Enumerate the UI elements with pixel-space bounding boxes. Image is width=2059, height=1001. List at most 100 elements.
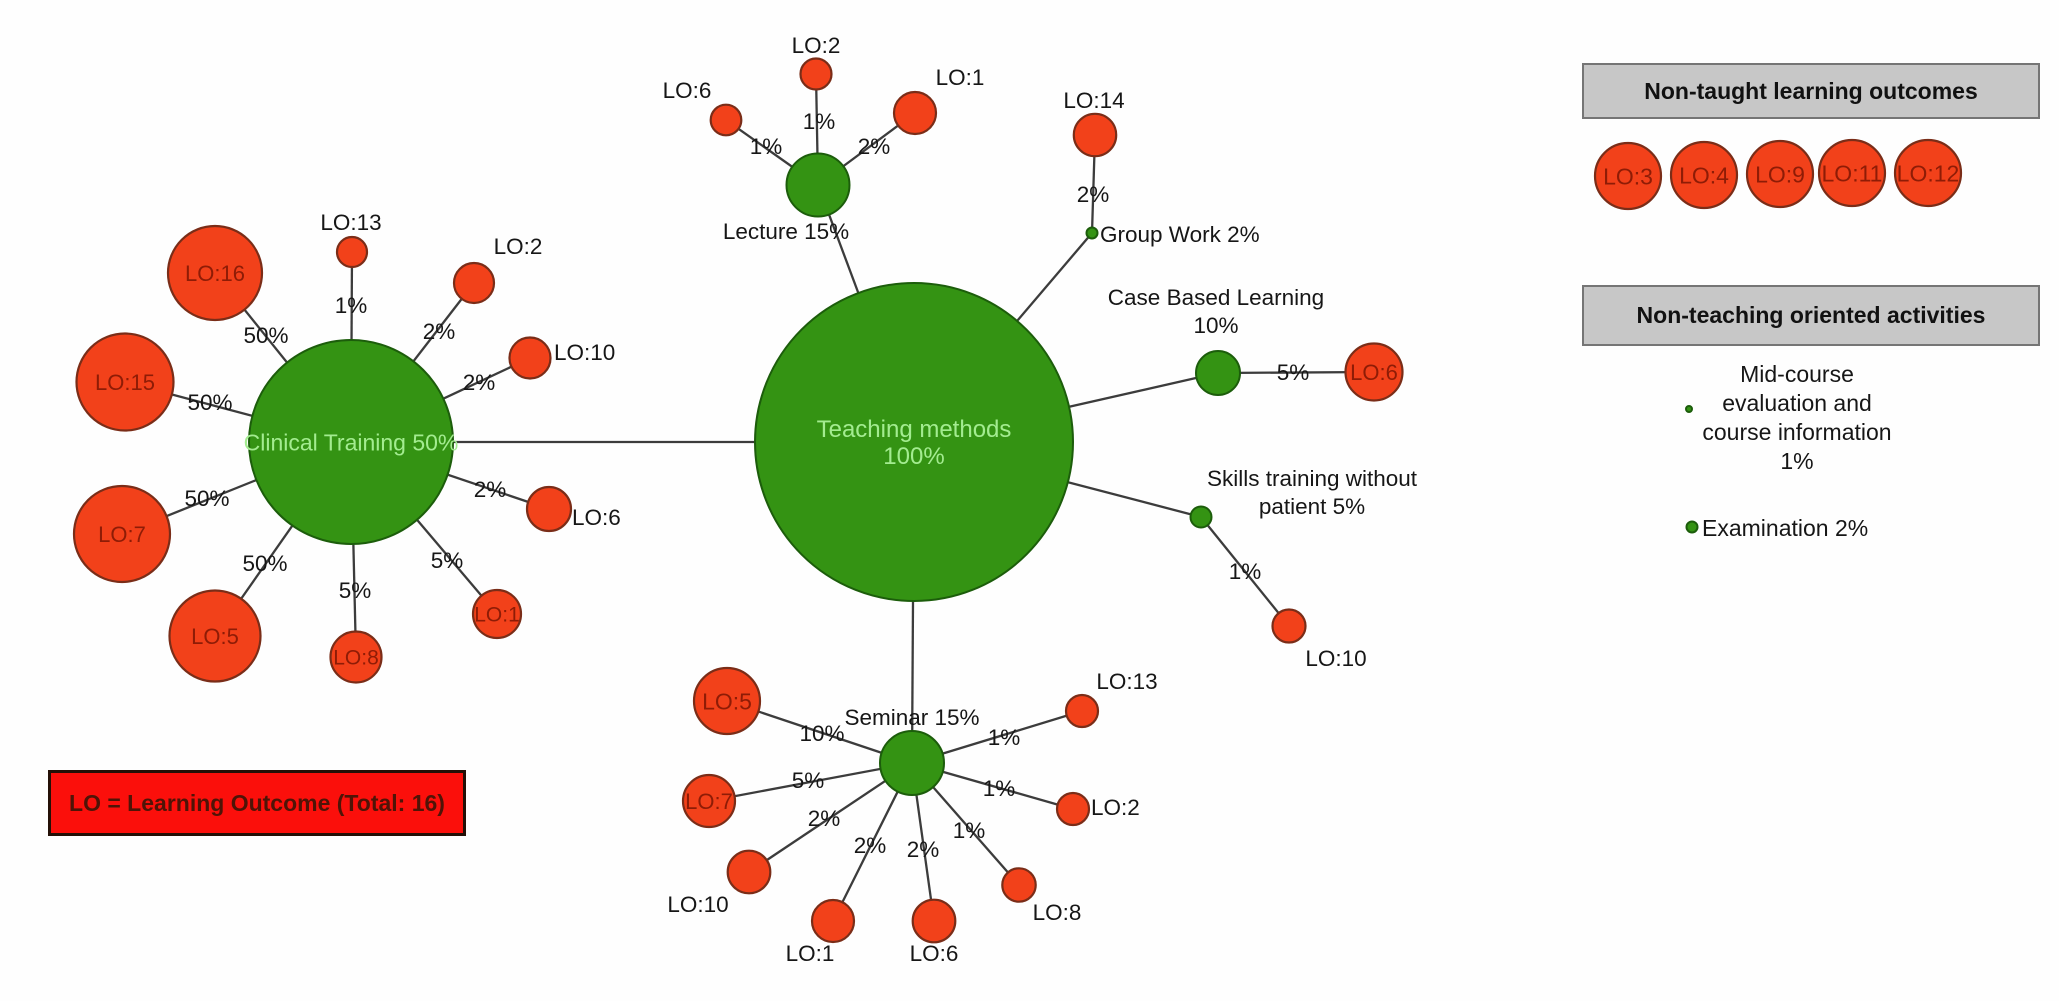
node-c13-label: LO:13	[320, 210, 381, 235]
node-s8-label: LO:8	[1033, 900, 1082, 925]
edge-skills-slo10	[1200, 516, 1290, 627]
legend-non-teaching-box: Non-teaching oriented activities	[1582, 285, 2040, 346]
node-c7-circle	[72, 484, 172, 584]
node-s6-circle	[911, 898, 957, 944]
node-c6-label: LO:6	[572, 505, 621, 530]
edge-label-clinical-c6: 2%	[474, 477, 507, 502]
node-lg3-circle	[1593, 141, 1663, 211]
node-lg12-circle	[1893, 138, 1963, 208]
node-c2-label: LO:2	[494, 234, 543, 259]
legend-non-teaching-title: Non-teaching oriented activities	[1636, 302, 1986, 328]
edge-label-lecture-l6: 1%	[750, 134, 783, 159]
node-s5-circle	[692, 666, 762, 736]
node-s10-circle	[726, 849, 772, 895]
edge-label-seminar-s13: 1%	[988, 725, 1021, 750]
node-c1-circle	[471, 588, 523, 640]
edge-label-seminar-s6: 2%	[907, 837, 940, 862]
node-c16-circle	[166, 224, 264, 322]
node-s13-circle	[1064, 693, 1100, 729]
node-seminar-circle	[879, 730, 945, 796]
node-seminar-label: Seminar 15%	[844, 705, 979, 730]
node-l1-circle	[892, 90, 938, 136]
node-s1-circle	[810, 898, 856, 944]
edge-label-clinical-c5: 50%	[242, 551, 287, 576]
legend-examination-label: Examination 2%	[1702, 515, 1869, 541]
node-clinical-circle	[248, 339, 454, 545]
node-c1-label: LO:1	[474, 604, 520, 627]
node-groupwork-circle	[1085, 226, 1099, 240]
edge-label-clinical-c15: 50%	[187, 390, 232, 415]
node-middot-circle	[1685, 405, 1693, 413]
edge-label-seminar-s10: 2%	[808, 806, 841, 831]
node-s8-circle	[1001, 867, 1037, 903]
edge-label-clinical-c13: 1%	[335, 293, 368, 318]
node-c10-label: LO:10	[554, 340, 615, 365]
node-c8-circle	[329, 630, 383, 684]
node-lg9-label: LO:9	[1755, 161, 1805, 187]
node-s7-label: LO:7	[685, 789, 733, 814]
edge-label-clinical-c1: 5%	[431, 548, 464, 573]
node-c6-circle	[525, 485, 573, 533]
node-lg4-label: LO:4	[1679, 162, 1729, 188]
node-l6-label: LO:6	[663, 78, 712, 103]
edge-label-seminar-s1: 2%	[854, 833, 887, 858]
node-lg12-label: LO:12	[1897, 160, 1960, 186]
edge-label-lecture-l2: 1%	[803, 109, 836, 134]
node-case-circle	[1195, 350, 1241, 396]
node-slo10-label: LO:10	[1305, 646, 1366, 671]
node-l2-label: LO:2	[792, 33, 841, 58]
node-s7-circle	[681, 773, 737, 829]
node-s1-label: LO:1	[786, 941, 835, 966]
node-s10-label: LO:10	[667, 892, 728, 917]
node-lg9-circle	[1745, 139, 1815, 209]
node-c13-circle	[335, 235, 369, 269]
edge-label-groupwork-lo14: 2%	[1077, 182, 1110, 207]
node-c5-label: LO:5	[191, 624, 239, 649]
legend-mid-course-label: Mid-course evaluation and course informa…	[1702, 361, 1892, 474]
node-lo14-label: LO:14	[1063, 88, 1124, 113]
node-c8-label: LO:8	[333, 647, 379, 670]
node-groupwork-label: Group Work 2%	[1100, 222, 1260, 247]
node-s5-label: LO:5	[702, 688, 752, 714]
node-skills-circle	[1189, 505, 1213, 529]
node-c7-label: LO:7	[98, 522, 146, 547]
edge-label-seminar-s8: 1%	[953, 818, 986, 843]
edge-label-seminar-s7: 5%	[792, 768, 825, 793]
edge-label-case-caselo6: 5%	[1277, 360, 1310, 385]
node-s6-label: LO:6	[910, 941, 959, 966]
node-l2-circle	[799, 57, 833, 91]
legend-non-taught-title: Non-taught learning outcomes	[1644, 77, 1978, 104]
node-lg11-circle	[1817, 138, 1887, 208]
node-case-label: Case Based Learning 10%	[1108, 285, 1324, 338]
node-c16-label: LO:16	[185, 261, 245, 286]
node-lecture-label: Lecture 15%	[723, 219, 849, 244]
lo-note-text: LO = Learning Outcome (Total: 16)	[69, 789, 445, 816]
edge-label-skills-slo10: 1%	[1229, 559, 1262, 584]
node-l6-circle	[709, 103, 743, 137]
edge-label-clinical-c7: 50%	[184, 486, 229, 511]
node-lecture-circle	[785, 152, 851, 218]
node-lg3-label: LO:3	[1603, 163, 1653, 189]
node-slo10-circle	[1271, 608, 1307, 644]
edge-label-clinical-c8: 5%	[339, 578, 372, 603]
node-c15-label: LO:15	[95, 370, 155, 395]
node-teaching-label: Teaching methods 100%	[817, 416, 1012, 470]
edge-label-clinical-c16: 50%	[243, 323, 288, 348]
edge-seminar-s7	[708, 761, 913, 803]
node-c10-circle	[508, 336, 552, 380]
legend-non-taught-box: Non-taught learning outcomes	[1582, 63, 2040, 119]
node-clinical-label: Clinical Training 50%	[244, 429, 459, 455]
edge-label-clinical-c2: 2%	[423, 319, 456, 344]
node-lg11-label: LO:11	[1822, 160, 1883, 186]
node-skills-label: Skills training without patient 5%	[1207, 466, 1418, 519]
lo-note-box: LO = Learning Outcome (Total: 16)	[48, 770, 466, 836]
node-examdot-circle	[1685, 520, 1699, 534]
node-c2-circle	[452, 261, 496, 305]
node-lo14-circle	[1072, 112, 1118, 158]
edge-label-lecture-l1: 2%	[858, 134, 891, 159]
node-caselo6-label: LO:6	[1350, 360, 1398, 385]
node-c15-circle	[75, 332, 175, 432]
node-teaching-circle	[754, 282, 1074, 602]
